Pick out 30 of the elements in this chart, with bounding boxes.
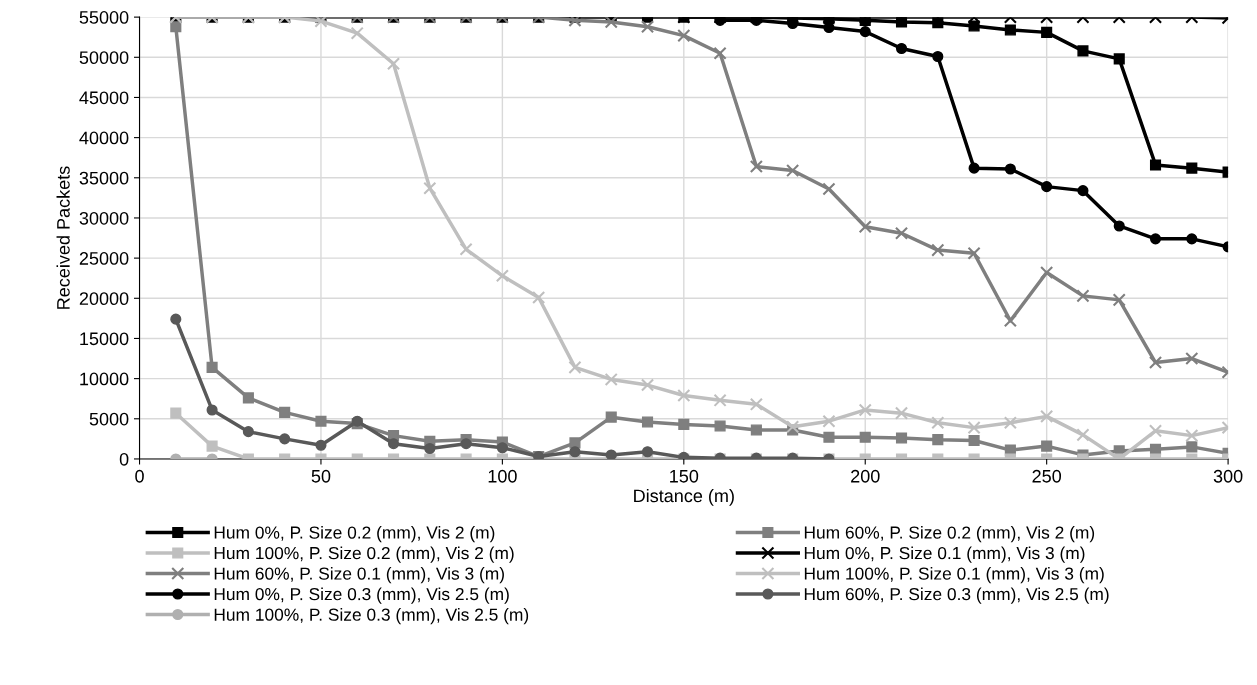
y-tick-label: 50000 [79, 51, 129, 65]
y-tick-label: 35000 [79, 171, 129, 185]
y-tick-label: 20000 [79, 292, 129, 306]
x-tick-label: 0 [135, 469, 144, 483]
y-tick-label: 10000 [80, 372, 129, 386]
legend-label: Hum 0%, P. Size 0.3 (mm), Vis 2.5 (m) [214, 587, 509, 604]
legend-label: Hum 60%, P. Size 0.1 (mm), Vis 3 (m) [214, 567, 504, 584]
legend-label: Hum 0%, P. Size 0.2 (mm), Vis 2 (m) [214, 525, 495, 543]
y-tick-label: 55000 [79, 11, 129, 24]
y-tick-label: 45000 [79, 91, 129, 105]
x-tick-label: 300 [1213, 469, 1243, 483]
x-tick-label: 100 [488, 469, 517, 483]
x-tick-label: 250 [1032, 469, 1062, 483]
y-tick-label: 5000 [89, 412, 129, 426]
legend-label: Hum 100%, P. Size 0.2 (mm), Vis 2 (m) [214, 546, 514, 563]
legend-label: Hum 100%, P. Size 0.3 (mm), Vis 2.5 (m) [214, 608, 529, 625]
legend-label: Hum 60%, P. Size 0.3 (mm), Vis 2.5 (m) [804, 587, 1109, 604]
y-tick-label: 25000 [79, 252, 129, 265]
y-tick-label: 40000 [79, 131, 129, 145]
x-tick-label: 50 [311, 469, 331, 483]
legend-label: Hum 100%, P. Size 0.1 (mm), Vis 3 (m) [804, 567, 1104, 584]
legend-label: Hum 0%, P. Size 0.1 (mm), Vis 3 (m) [804, 546, 1085, 563]
y-tick-label: 15000 [80, 332, 129, 346]
y-tick-label: 0 [119, 452, 129, 466]
legend-label: Hum 60%, P. Size 0.2 (mm), Vis 2 (m) [804, 525, 1095, 543]
x-tick-label: 150 [670, 469, 699, 483]
y-tick-label: 30000 [79, 211, 129, 225]
x-axis-title: Distance (m) [634, 488, 734, 506]
y-axis-title: Received Packets [56, 166, 70, 309]
x-tick-label: 200 [851, 469, 880, 483]
